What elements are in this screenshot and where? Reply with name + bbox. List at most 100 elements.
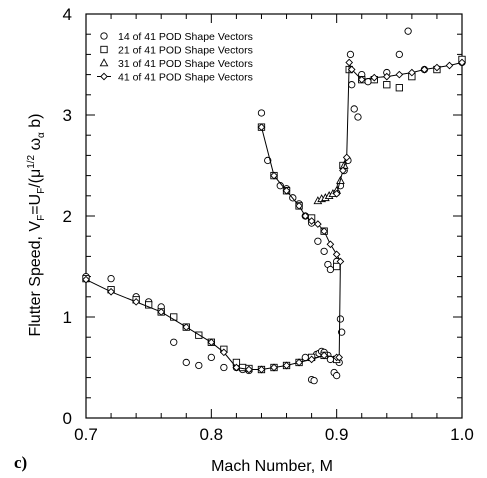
series-4-point <box>336 257 345 266</box>
series-4-point <box>339 166 347 175</box>
y-axis-label-mid2: /(μ <box>27 169 44 188</box>
legend-entry: 31 of 41 POD Shape Vectors <box>118 58 253 70</box>
y-tick-label: 2 <box>63 207 72 226</box>
series-4-point <box>458 58 466 67</box>
legend-entry: 21 of 41 POD Shape Vectors <box>118 45 253 57</box>
legend-marker <box>100 32 108 40</box>
series-1-point <box>107 274 115 283</box>
y-tick-label: 4 <box>63 5 72 24</box>
series-1-point <box>354 113 362 121</box>
series-4-point <box>270 171 278 180</box>
series-4-point <box>342 153 351 162</box>
series-2-point <box>395 84 403 92</box>
series-1-point <box>310 376 318 385</box>
legend-entry: 41 of 41 POD Shape Vectors <box>118 72 253 84</box>
series-4-point <box>157 308 166 316</box>
y-axis-label-sub3: α <box>36 132 47 138</box>
series-4-point <box>332 250 341 259</box>
series-4-point <box>382 72 391 81</box>
series-4-point <box>232 363 241 372</box>
series-4-point <box>370 73 379 82</box>
tick-labels: 0.7 0.8 0.9 1.0 0 1 2 3 4 <box>63 5 474 444</box>
series-4-line-2 <box>336 62 463 194</box>
series-1-point <box>404 27 412 35</box>
series-4-point <box>257 123 266 131</box>
series-1-point <box>257 109 266 117</box>
series-4-point <box>257 365 266 374</box>
series-4-point <box>357 75 366 84</box>
series-1-point <box>220 363 228 372</box>
series-4-point <box>245 365 253 374</box>
series-4-point <box>307 217 316 225</box>
data-points <box>82 27 466 385</box>
series-1-point <box>326 265 335 274</box>
legend-marker <box>100 45 108 54</box>
series-4-point <box>320 227 328 235</box>
series-4-point <box>420 65 429 74</box>
series-1-point <box>314 237 322 245</box>
series-4-point <box>270 363 278 372</box>
legend: 14 of 41 POD Shape Vectors 21 of 41 POD S… <box>97 31 253 84</box>
series-1-point <box>195 361 203 370</box>
legend-entry: 14 of 41 POD Shape Vectors <box>118 31 253 43</box>
series-1-point <box>320 247 328 256</box>
series-2-point <box>239 363 247 372</box>
x-axis-label: Mach Number, M <box>211 458 333 475</box>
series-1-point <box>333 371 341 380</box>
series-4-point <box>295 202 303 210</box>
series-4-point <box>107 287 115 296</box>
y-tick-label: 3 <box>63 106 72 125</box>
series-1-point <box>182 358 190 367</box>
series-4-point <box>326 240 335 249</box>
y-axis-label-sub2: F <box>36 188 47 194</box>
legend-marker <box>99 58 109 67</box>
series-4-point <box>320 351 328 360</box>
series-1-point <box>207 353 215 362</box>
series-4-point <box>207 338 216 347</box>
series-2-point <box>145 301 153 309</box>
series-4-point <box>82 275 90 284</box>
panel-label: c) <box>14 453 27 472</box>
series-2-point <box>333 262 341 271</box>
series-4-point <box>408 68 416 77</box>
y-axis-label-pre: Flutter Speed, V <box>27 221 44 337</box>
series-2-point <box>383 81 391 89</box>
series-1-point <box>301 353 309 362</box>
y-axis-label: Flutter Speed, VF=UF/(μ1/2 ωα b) <box>26 113 47 336</box>
series-4-point <box>182 323 191 331</box>
x-tick-label: 0.7 <box>74 425 98 444</box>
legend-marker <box>100 72 108 81</box>
series-4-point <box>395 70 404 79</box>
x-tick-label: 0.8 <box>200 425 224 444</box>
series-1-point <box>336 315 345 323</box>
series-4-point <box>132 298 140 306</box>
series-4-point <box>314 220 322 228</box>
series-4-point <box>345 58 354 67</box>
series-4-point <box>295 358 303 367</box>
y-axis-label-post: ω <box>27 138 44 155</box>
series-1-point <box>395 50 403 59</box>
plot-area <box>85 13 463 419</box>
y-tick-label: 1 <box>63 308 72 327</box>
y-axis-label-sub1: F <box>36 215 47 221</box>
series-1-point <box>346 50 355 59</box>
series-1-point <box>170 338 178 346</box>
series-4-point <box>301 212 310 220</box>
series-4-point <box>307 355 316 364</box>
series-1-point <box>348 81 356 89</box>
y-axis-label-end: b) <box>27 113 44 132</box>
y-axis-label-mid: =U <box>27 194 44 215</box>
series-4-point <box>220 348 228 357</box>
y-tick-label: 0 <box>63 409 72 428</box>
series-4-point <box>445 61 454 70</box>
series-4-point <box>433 63 441 72</box>
series-1-point <box>338 328 346 336</box>
series-4-line-1 <box>85 126 341 370</box>
series-4-point <box>347 65 356 74</box>
x-tick-label: 0.9 <box>325 425 349 444</box>
series-4-point <box>335 353 344 362</box>
series-4-point <box>282 186 291 195</box>
y-axis-label-sup: 1/2 <box>26 154 37 168</box>
x-tick-label: 1.0 <box>450 425 474 444</box>
